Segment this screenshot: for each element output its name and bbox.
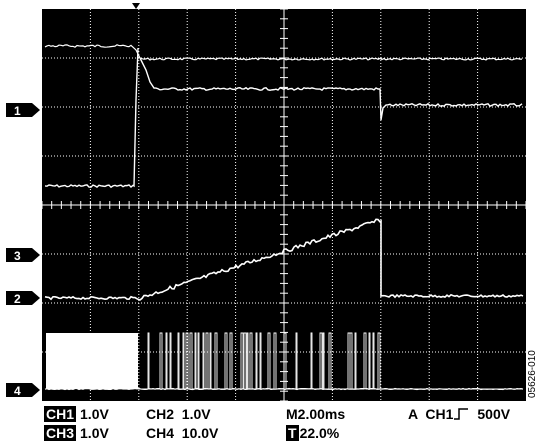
svg-text:4: 4: [14, 384, 21, 398]
ch1-scale: 1.0V: [80, 406, 109, 422]
svg-text:2: 2: [14, 292, 21, 306]
trace-ch1-lower: [139, 57, 523, 121]
channel-markers: 1 3 2 4: [6, 103, 40, 398]
trigger-source: A CH1: [408, 406, 454, 422]
trigger-level: 500V: [477, 406, 511, 422]
trace-ch1: [44, 47, 139, 189]
ch4-scale-readout: CH4 10.0V: [146, 425, 219, 441]
ch3-label: CH3: [44, 425, 77, 441]
trace-ch2: [44, 218, 524, 301]
ch3-scale: 1.0V: [80, 425, 109, 441]
marker-ch2: 2: [6, 291, 40, 306]
marker-ch1: 1: [6, 103, 40, 118]
trigger-position-arrow: [132, 3, 140, 9]
trace-ch1-overlay: [44, 44, 141, 59]
trace-ch4-burst: [46, 333, 138, 389]
ch3-scale-readout: CH3 1.0V: [44, 425, 109, 441]
svg-text:1: 1: [14, 104, 21, 118]
ch1-label: CH1: [44, 406, 77, 422]
rising-edge-icon: [454, 408, 469, 420]
marker-ch4: 4: [6, 383, 40, 398]
graticule: [41, 8, 527, 402]
svg-text:3: 3: [14, 249, 21, 263]
trace-ch4-baseline: [44, 387, 524, 391]
timebase-readout: M2.00ms: [286, 406, 346, 422]
trigger-position-value: 22.0%: [299, 425, 340, 441]
trace-ch1-upper: [139, 57, 523, 61]
traces: [44, 44, 524, 391]
ch2-scale-readout: CH2 1.0V: [146, 406, 211, 422]
ch1-scale-readout: CH1 1.0V: [44, 406, 109, 422]
figure-id: 05626-010: [527, 350, 538, 398]
trigger-position-readout: T 22.0%: [286, 425, 339, 441]
trigger-position-icon: T: [286, 425, 299, 441]
marker-ch3: 3: [6, 248, 40, 263]
trigger-readout: A CH1 500V: [408, 406, 510, 422]
